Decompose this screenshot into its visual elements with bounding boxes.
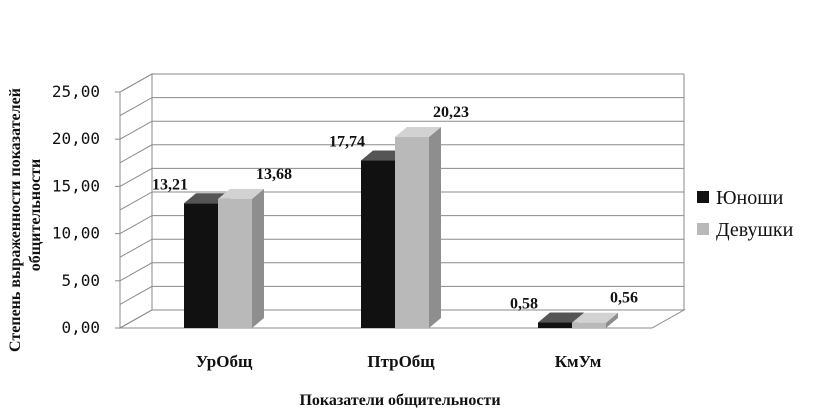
- data-label: 13,21: [152, 176, 188, 193]
- y-axis-title-line-2: общительности: [27, 159, 44, 272]
- y-axis-title-line-1: Степень выраженности показателей: [7, 88, 24, 352]
- legend-label: Девушки: [716, 219, 794, 241]
- y-tick-label: 10,00: [52, 224, 100, 243]
- bar: [395, 127, 441, 328]
- gridline: [119, 309, 684, 329]
- gridline: [119, 191, 684, 211]
- bar-front: [572, 322, 606, 328]
- data-label: 0,56: [610, 290, 638, 307]
- x-axis-title: Показатели общительности: [299, 392, 500, 408]
- gridline: [119, 144, 684, 164]
- bar-side: [606, 312, 618, 328]
- y-tick-label: 15,00: [52, 176, 100, 195]
- bar-side: [429, 127, 441, 328]
- data-labels: 13,21 13,68 17,74 20,23 0,58 0,56: [152, 104, 638, 312]
- gridline: [119, 285, 684, 305]
- y-tick-label: 25,00: [52, 82, 100, 101]
- gridline: [119, 167, 684, 187]
- bar-top: [572, 312, 618, 323]
- data-label: 20,23: [433, 104, 469, 121]
- gridlines: [119, 73, 685, 329]
- gridline: [119, 120, 684, 140]
- y-tick-label: 0,00: [61, 318, 100, 337]
- legend: Юноши Девушки: [697, 187, 794, 241]
- x-tick-label: КмУм: [555, 352, 602, 371]
- legend-label: Юноши: [716, 187, 784, 209]
- bar: [218, 188, 264, 328]
- y-axis-title: Степень выраженности показателей общител…: [7, 88, 44, 352]
- bar-front: [395, 137, 429, 328]
- legend-swatch: [697, 223, 709, 235]
- bar-top: [538, 312, 584, 323]
- bar-top: [218, 188, 264, 199]
- bar-front: [361, 160, 395, 328]
- data-label: 0,58: [510, 296, 538, 313]
- data-label: 13,68: [256, 166, 292, 183]
- y-axis-ticks: 0,00 5,00 10,00 15,00 20,00 25,00: [52, 82, 120, 337]
- y-tick-label: 20,00: [52, 129, 100, 148]
- bars: [184, 127, 618, 328]
- gridline: [119, 97, 684, 117]
- y-tick-label: 5,00: [61, 271, 100, 290]
- bar-front: [218, 198, 252, 328]
- gridline: [119, 215, 684, 235]
- x-tick-label: УрОбщ: [196, 352, 253, 371]
- bar-front: [184, 203, 218, 328]
- bar: [572, 312, 618, 328]
- gridline: [119, 238, 684, 258]
- bar-side: [252, 188, 264, 328]
- x-tick-label: ПтрОбщ: [367, 352, 435, 371]
- bar-front: [538, 322, 572, 328]
- gridline: [119, 262, 684, 282]
- data-label: 17,74: [329, 134, 365, 151]
- x-axis-categories: УрОбщ ПтрОбщ КмУм: [196, 352, 602, 371]
- bar-top: [395, 127, 441, 138]
- gridline: [119, 73, 684, 93]
- legend-swatch: [697, 191, 709, 203]
